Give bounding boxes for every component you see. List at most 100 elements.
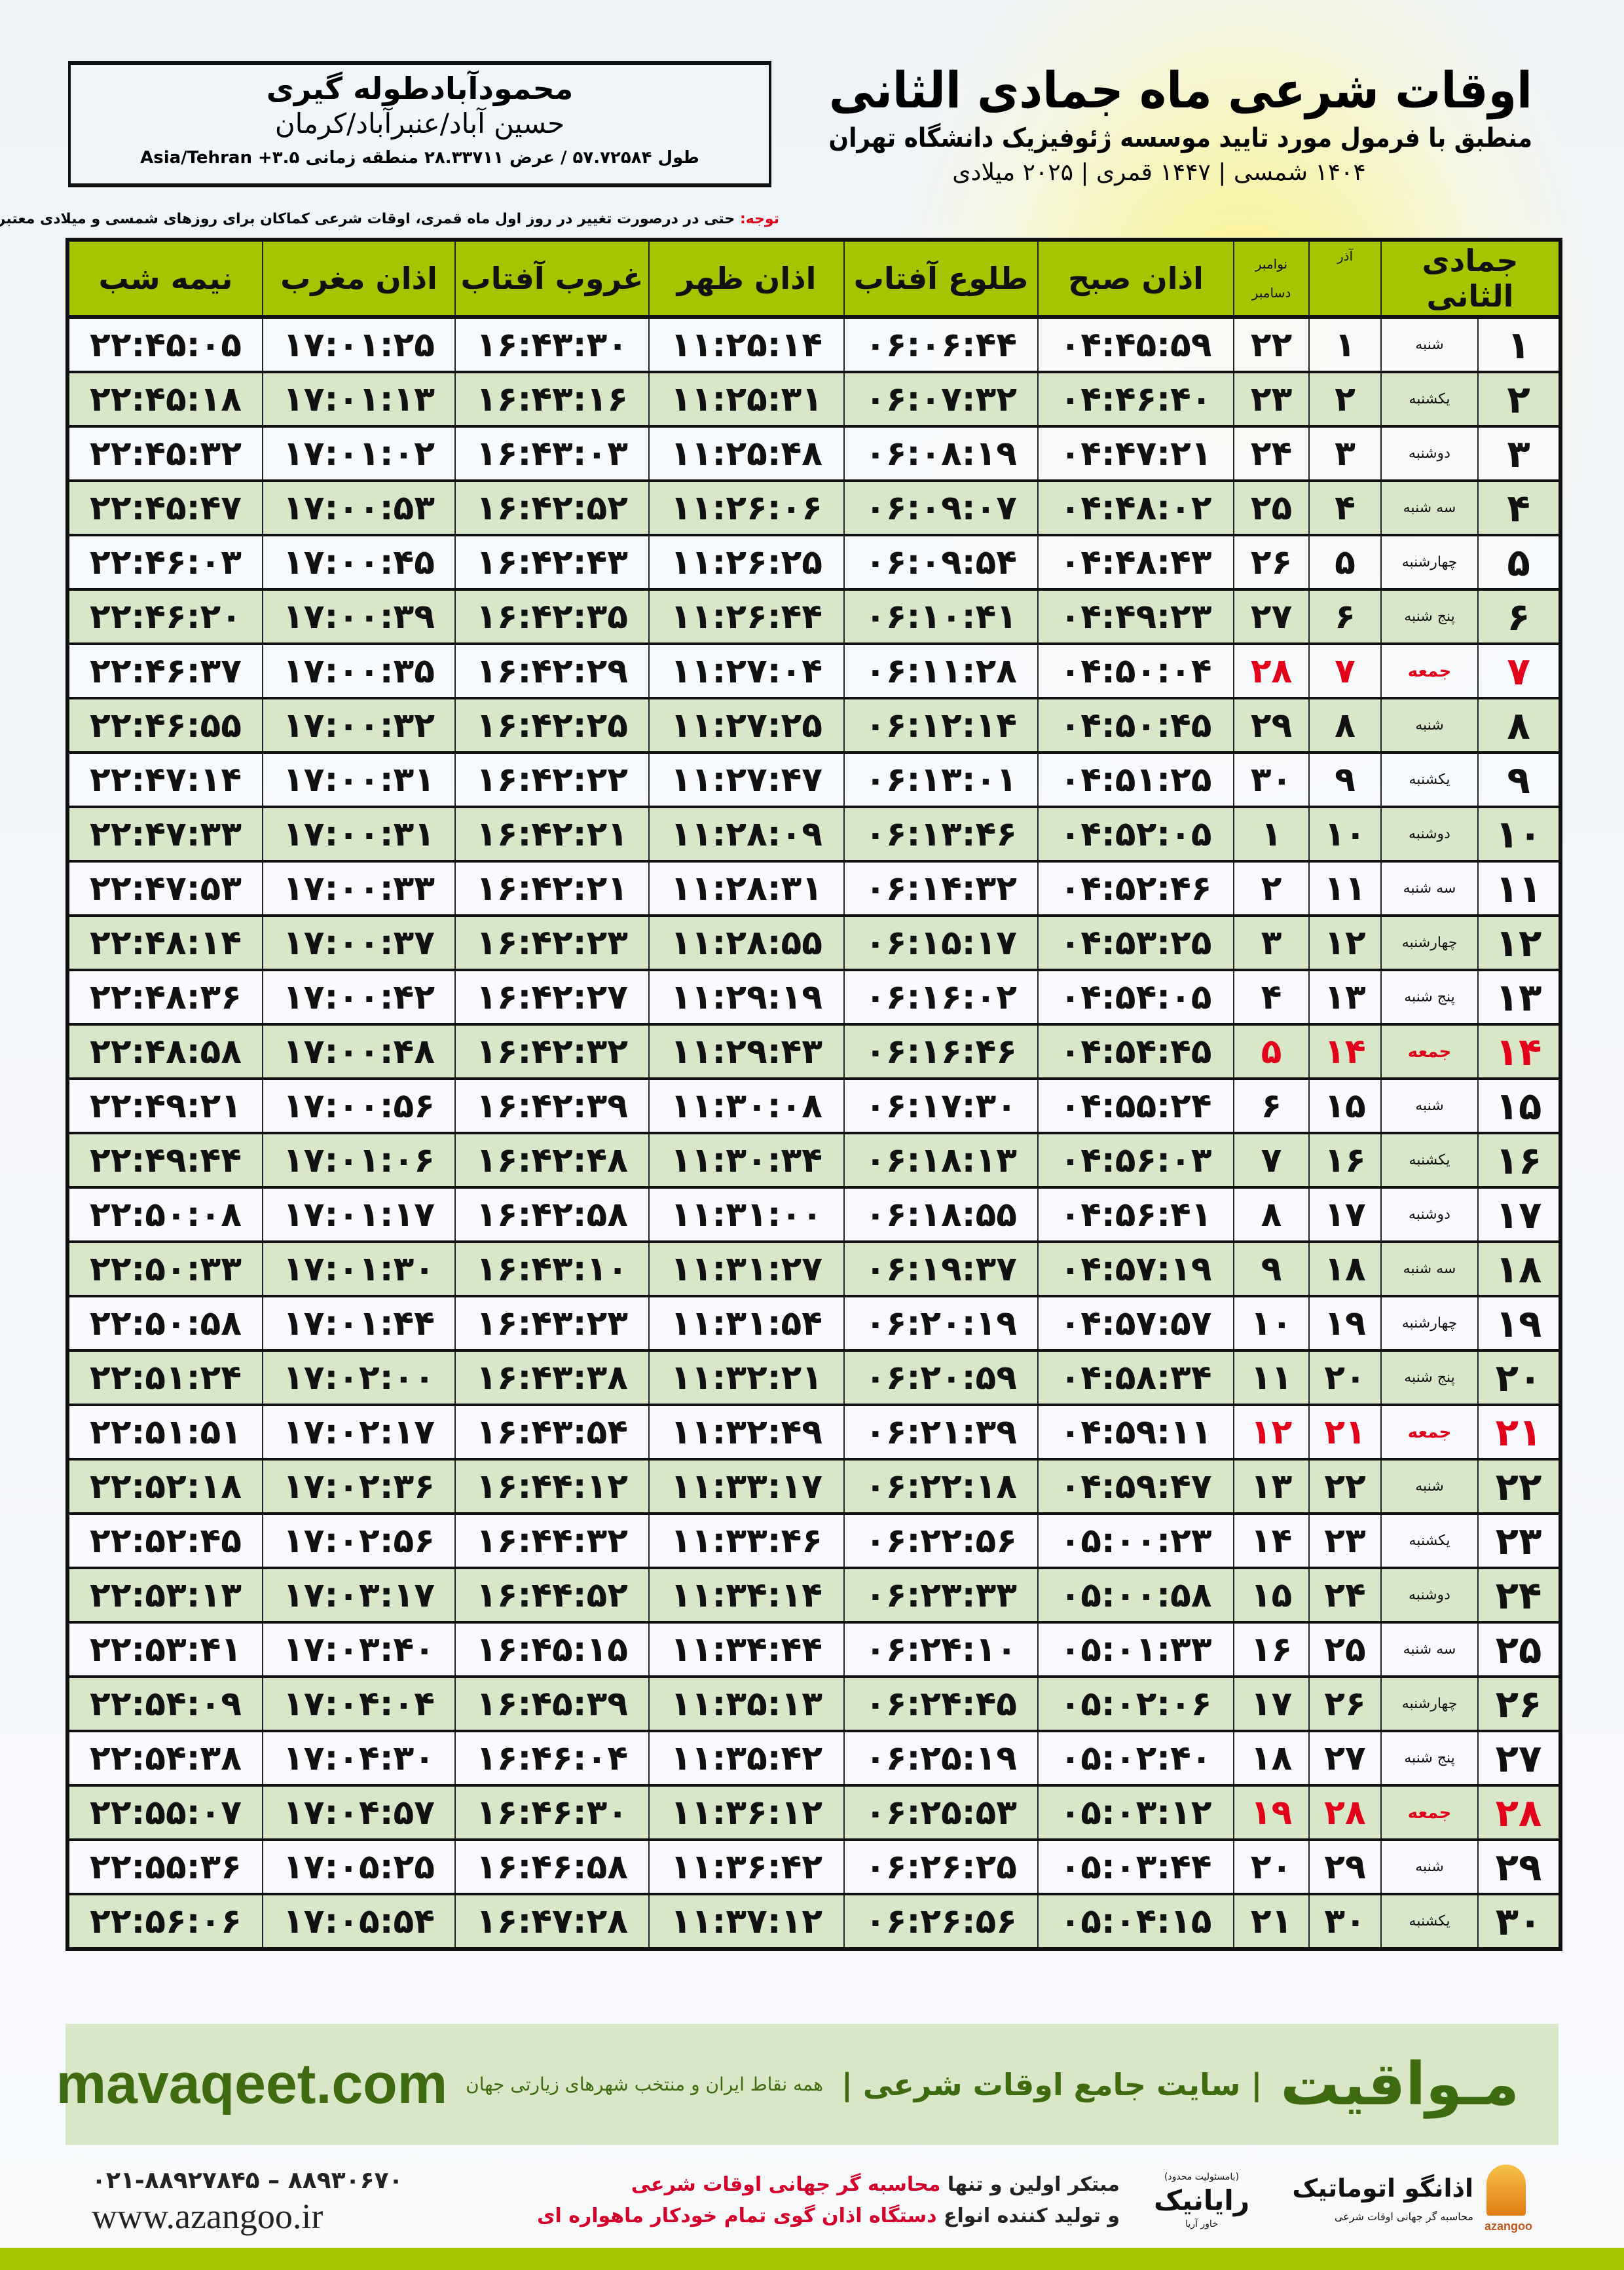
page-subtitle: منطبق با فرمول مورد تایید موسسه ژئوفیزیک… [828,123,1532,153]
sobh-time: ۰۴:۵۶:۰۳ [1037,1132,1234,1189]
table-row: ۱۶ یکشنبه ۱۶ ۷ ۰۴:۵۶:۰۳ ۰۶:۱۸:۱۳ ۱۱:۳۰:۳۴ ۱۶:۴۲… [67,1132,1562,1189]
nime-shab-time: ۲۲:۵۳:۱۳ [67,1567,263,1624]
weekday: سه شنبه [1380,861,1479,917]
azangoo-link[interactable]: www.azangoo.ir [92,2197,323,2236]
gregorian-date: ۳ [1233,915,1310,971]
dome-icon [1486,2165,1526,2216]
ghorub-time: ۱۶:۴۲:۵۲ [454,480,650,536]
zohr-time: ۱۱:۳۷:۱۲ [648,1893,845,1950]
gregorian-date: ۱۸ [1233,1730,1310,1787]
zohr-time: ۱۱:۲۷:۲۵ [648,698,845,754]
tolu-time: ۰۶:۰۹:۵۴ [843,534,1039,591]
azar-date: ۷ [1308,643,1382,699]
region-name: حسین آباد/عنبرآباد/کرمان [274,107,565,140]
promo-text: مبتکر اولین و تنها محاسبه گر جهانی اوقات… [430,2169,1120,2232]
sobh-time: ۰۴:۵۳:۲۵ [1037,915,1234,971]
sobh-time: ۰۴:۴۶:۴۰ [1037,371,1234,428]
table-row: ۱۷ دوشنبه ۱۷ ۸ ۰۴:۵۶:۴۱ ۰۶:۱۸:۵۵ ۱۱:۳۱:۰۰ ۱۶:۴۲… [67,1187,1562,1243]
weekday: شنبه [1380,1839,1479,1895]
nime-shab-time: ۲۲:۴۶:۵۵ [67,698,263,754]
page-title: اوقات شرعی ماه جمادی الثانی [828,61,1532,119]
ghorub-time: ۱۶:۴۵:۱۵ [454,1622,650,1678]
ghorub-time: ۱۶:۴۳:۱۰ [454,1241,650,1297]
day-number: ۲۷ [1477,1730,1562,1787]
day-number: ۲۶ [1477,1676,1562,1732]
sobh-time: ۰۴:۵۰:۰۴ [1037,643,1234,699]
azar-date: ۲۸ [1308,1785,1382,1841]
tolu-time: ۰۶:۲۴:۴۵ [843,1676,1039,1732]
ghorub-time: ۱۶:۴۴:۵۲ [454,1567,650,1624]
day-number: ۲۴ [1477,1567,1562,1624]
tolu-time: ۰۶:۲۲:۱۸ [843,1459,1039,1515]
mavaqeet-logo: مـواقیت [1280,2050,1519,2119]
tolu-time: ۰۶:۰۷:۳۲ [843,371,1039,428]
zohr-time: ۱۱:۳۳:۴۶ [648,1513,845,1569]
table-row: ۳۰ یکشنبه ۳۰ ۲۱ ۰۵:۰۴:۱۵ ۰۶:۲۶:۵۶ ۱۱:۳۷:۱۲ ۱۶:۴… [67,1893,1562,1950]
table-row: ۲۸ جمعه ۲۸ ۱۹ ۰۵:۰۳:۱۲ ۰۶:۲۵:۵۳ ۱۱:۳۶:۱۲ ۱۶:۴۶:… [67,1785,1562,1841]
weekday: دوشنبه [1380,426,1479,482]
table-row: ۶ پنج شنبه ۶ ۲۷ ۰۴:۴۹:۲۳ ۰۶:۱۰:۴۱ ۱۱:۲۶:۴۴ ۱۶:۴… [67,589,1562,645]
table-header: جمادی الثانی آذر نوامبر دسامبر اذان صبح ط… [67,240,1561,319]
nime-shab-time: ۲۲:۴۸:۳۶ [67,969,263,1026]
maghreb-time: ۱۷:۰۰:۳۵ [262,643,456,699]
col-header-tolu: طلوع آفتاب [843,240,1038,319]
location-box: محمودآبادطوله گیری حسین آباد/عنبرآباد/کر… [68,61,771,187]
sobh-time: ۰۴:۴۷:۲۱ [1037,426,1234,482]
maghreb-time: ۱۷:۰۴:۰۴ [262,1676,456,1732]
azar-date: ۴ [1308,480,1382,536]
weekday: چهارشنبه [1380,915,1479,971]
maghreb-time: ۱۷:۰۴:۳۰ [262,1730,456,1787]
weekday: شنبه [1380,1078,1479,1134]
nime-shab-time: ۲۲:۵۰:۵۸ [67,1295,263,1352]
gregorian-date: ۲۵ [1233,480,1310,536]
day-number: ۲۲ [1477,1459,1562,1515]
gregorian-date: ۲۶ [1233,534,1310,591]
footer: ۰۲۱-۸۸۹۲۷۸۴۵ – ۸۸۹۳۰۶۷۰ www.azangoo.ir م… [65,2160,1559,2241]
col-header-maghreb: اذان مغرب [262,240,455,319]
azar-date: ۱۵ [1308,1078,1382,1134]
gregorian-date: ۱۰ [1233,1295,1310,1352]
weekday: دوشنبه [1380,1187,1479,1243]
day-number: ۹ [1477,752,1562,808]
azar-date: ۲۱ [1308,1404,1382,1461]
maghreb-time: ۱۷:۰۱:۰۲ [262,426,456,482]
sobh-time: ۰۴:۵۴:۰۵ [1037,969,1234,1026]
day-number: ۲۰ [1477,1350,1562,1406]
nime-shab-time: ۲۲:۵۱:۵۱ [67,1404,263,1461]
nime-shab-time: ۲۲:۴۶:۰۳ [67,534,263,591]
weekday: چهارشنبه [1380,534,1479,591]
maghreb-time: ۱۷:۰۰:۳۲ [262,698,456,754]
azar-date: ۳۰ [1308,1893,1382,1950]
table-row: ۸ شنبه ۸ ۲۹ ۰۴:۵۰:۴۵ ۰۶:۱۲:۱۴ ۱۱:۲۷:۲۵ ۱۶:۴۲:۲۵… [67,698,1562,754]
ghorub-time: ۱۶:۴۲:۲۱ [454,806,650,863]
azar-date: ۲۲ [1308,1459,1382,1515]
ghorub-time: ۱۶:۴۵:۳۹ [454,1676,650,1732]
mavaqeet-link[interactable]: mavaqeet.com [56,2053,448,2115]
maghreb-time: ۱۷:۰۲:۵۶ [262,1513,456,1569]
promo-line1-highlight: محاسبه گر جهانی اوقات شرعی [631,2173,941,2196]
tolu-time: ۰۶:۱۲:۱۴ [843,698,1039,754]
maghreb-time: ۱۷:۰۱:۰۶ [262,1132,456,1189]
sobh-time: ۰۴:۵۶:۴۱ [1037,1187,1234,1243]
zohr-time: ۱۱:۳۰:۰۸ [648,1078,845,1134]
table-row: ۱۹ چهارشنبه ۱۹ ۱۰ ۰۴:۵۷:۵۷ ۰۶:۲۰:۱۹ ۱۱:۳۱:۵۴ ۱۶… [67,1295,1562,1352]
azar-date: ۲۷ [1308,1730,1382,1787]
tolu-time: ۰۶:۰۶:۴۴ [843,316,1039,373]
day-number: ۲۳ [1477,1513,1562,1569]
rayanik-name: رایانیک [1153,2184,1250,2216]
azar-date: ۱۲ [1308,915,1382,971]
nime-shab-time: ۲۲:۴۷:۱۴ [67,752,263,808]
day-number: ۳۰ [1477,1893,1562,1950]
weekday: جمعه [1380,1404,1479,1461]
gregorian-date: ۹ [1233,1241,1310,1297]
azar-date: ۳ [1308,426,1382,482]
nime-shab-time: ۲۲:۵۰:۰۸ [67,1187,263,1243]
zohr-time: ۱۱:۳۲:۲۱ [648,1350,845,1406]
ghorub-time: ۱۶:۴۲:۲۷ [454,969,650,1026]
azangoo-sub: محاسبه گر جهانی اوقات شرعی [1334,2210,1473,2223]
zohr-time: ۱۱:۳۰:۳۴ [648,1132,845,1189]
zohr-time: ۱۱:۲۹:۴۳ [648,1024,845,1080]
tolu-time: ۰۶:۱۳:۴۶ [843,806,1039,863]
weekday: پنج شنبه [1380,589,1479,645]
ghorub-time: ۱۶:۴۴:۱۲ [454,1459,650,1515]
